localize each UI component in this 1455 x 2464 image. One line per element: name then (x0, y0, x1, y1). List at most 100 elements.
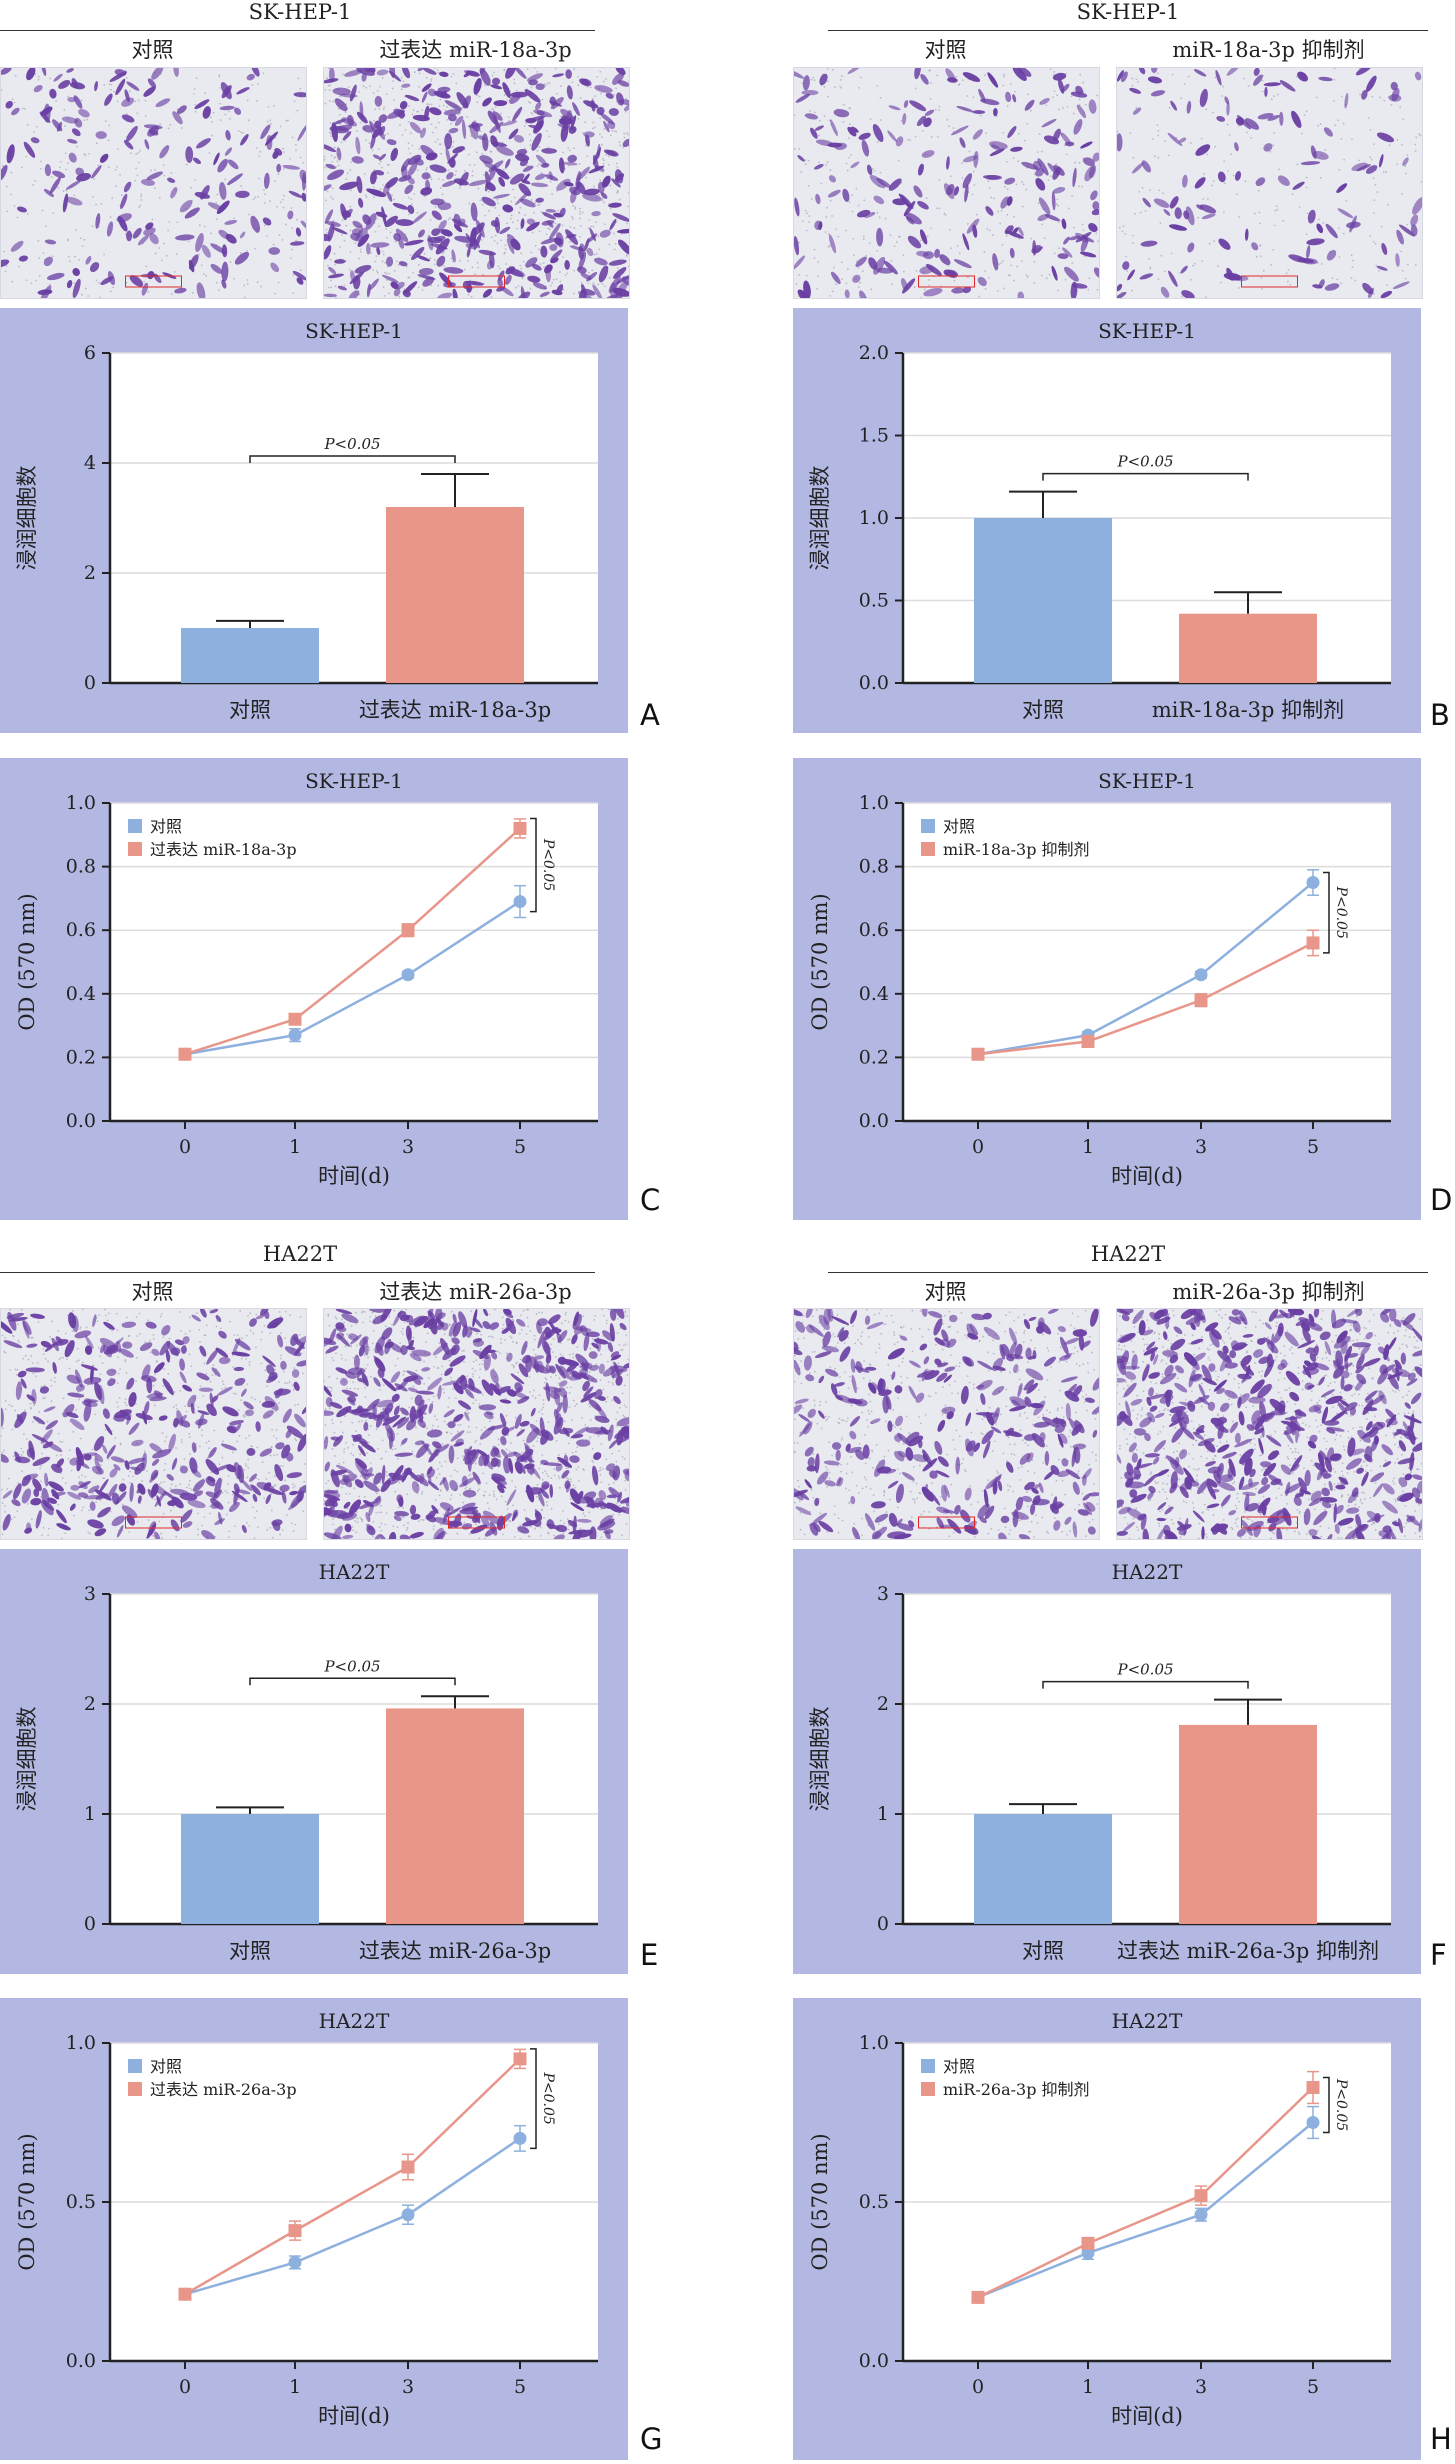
pore-dot (51, 176, 53, 178)
pore-dot (848, 157, 850, 159)
pore-dot (385, 228, 387, 230)
pore-dot (825, 231, 827, 233)
pore-dot (1014, 91, 1016, 93)
pore-dot (16, 1374, 18, 1376)
pore-dot (502, 1328, 504, 1330)
pore-dot (11, 172, 13, 174)
pore-dot (474, 120, 476, 122)
pore-dot (1306, 187, 1308, 189)
pore-dot (286, 1514, 288, 1516)
pore-dot (438, 122, 440, 124)
pore-dot (401, 134, 403, 136)
pore-dot (814, 111, 816, 113)
pore-dot (532, 1395, 534, 1397)
pore-dot (1250, 137, 1252, 139)
pore-dot (119, 174, 121, 176)
pore-dot (135, 1380, 137, 1382)
pore-dot (550, 1477, 552, 1479)
pore-dot (1333, 79, 1335, 81)
pore-dot (533, 1389, 535, 1391)
y-tick-label: 1.5 (859, 425, 889, 447)
pore-dot (352, 1444, 354, 1446)
pore-dot (240, 252, 242, 254)
pore-dot (544, 1470, 546, 1472)
pore-dot (408, 142, 410, 144)
pore-dot (565, 274, 567, 276)
pore-dot (395, 1448, 397, 1450)
pore-dot (407, 1527, 409, 1529)
pore-dot (248, 214, 250, 216)
pore-dot (479, 1369, 481, 1371)
panel-letter: A (640, 698, 660, 732)
pore-dot (474, 1441, 476, 1443)
pore-dot (507, 1508, 509, 1510)
pore-dot (8, 1478, 10, 1480)
pore-dot (81, 1510, 83, 1512)
pore-dot (85, 1326, 87, 1328)
pore-dot (805, 159, 807, 161)
pore-dot (287, 119, 289, 121)
pore-dot (967, 95, 969, 97)
pore-dot (449, 1323, 451, 1325)
pore-dot (38, 257, 40, 259)
pore-dot (410, 132, 412, 134)
pore-dot (1373, 143, 1375, 145)
pore-dot (40, 161, 42, 163)
pore-dot (383, 286, 385, 288)
bar (181, 628, 319, 683)
pore-dot (589, 1348, 591, 1350)
pore-dot (42, 1348, 44, 1350)
pore-dot (363, 85, 365, 87)
pore-dot (120, 1444, 122, 1446)
pore-dot (417, 111, 419, 113)
pore-dot (1031, 238, 1033, 240)
pore-dot (798, 274, 800, 276)
pore-dot (4, 1505, 6, 1507)
pore-dot (524, 125, 526, 127)
pore-dot (349, 269, 351, 271)
pore-dot (973, 171, 975, 173)
pore-dot (294, 1404, 296, 1406)
pore-dot (3, 1450, 5, 1452)
pore-dot (234, 1525, 236, 1527)
pore-dot (820, 183, 822, 185)
pore-dot (847, 170, 849, 172)
pore-dot (440, 143, 442, 145)
pore-dot (240, 185, 242, 187)
pore-dot (915, 88, 917, 90)
pore-dot (409, 277, 411, 279)
pore-dot (1053, 71, 1055, 73)
pore-dot (1261, 80, 1263, 82)
micrograph-treatment (1116, 67, 1423, 299)
pore-dot (41, 1453, 43, 1455)
pore-dot (280, 201, 282, 203)
pore-dot (220, 119, 222, 121)
pore-dot (406, 1529, 408, 1531)
bar (974, 518, 1112, 683)
pore-dot (352, 1455, 354, 1457)
pore-dot (829, 295, 831, 297)
pore-dot (9, 1369, 11, 1371)
pore-dot (169, 124, 171, 126)
pore-dot (894, 245, 896, 247)
pore-dot (553, 1338, 555, 1340)
pore-dot (472, 175, 474, 177)
pore-dot (569, 149, 571, 151)
pore-dot (163, 1481, 165, 1483)
pore-dot (1369, 156, 1371, 158)
pore-dot (1181, 295, 1183, 297)
pore-dot (506, 1415, 508, 1417)
pore-dot (489, 1494, 491, 1496)
pore-dot (626, 254, 628, 256)
pore-dot (345, 225, 347, 227)
pore-dot (439, 1494, 441, 1496)
pore-dot (835, 283, 837, 285)
pore-dot (1243, 78, 1245, 80)
pore-dot (193, 93, 195, 95)
pore-dot (603, 128, 605, 130)
pore-dot (32, 184, 34, 186)
pore-dot (457, 1424, 459, 1426)
pore-dot (105, 1315, 107, 1317)
pore-dot (240, 132, 242, 134)
pore-dot (391, 1324, 393, 1326)
